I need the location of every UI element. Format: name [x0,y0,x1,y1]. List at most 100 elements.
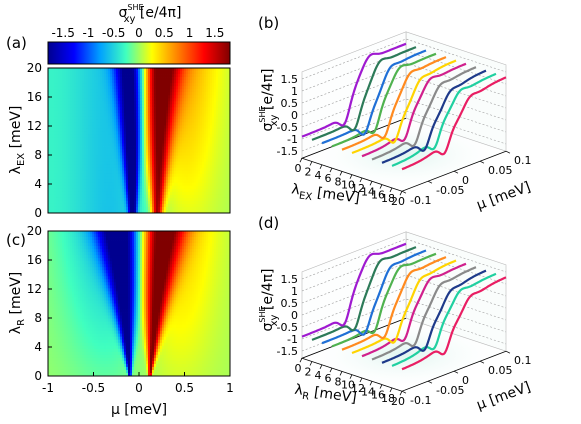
heatmap-cell [62,170,65,175]
heatmap-cell [88,113,91,117]
heatmap-cell [222,131,225,135]
heatmap-cell [188,137,191,141]
heatmap-cell [204,128,207,132]
heatmap-cell [188,246,191,250]
heatmap-cell [218,107,221,111]
heatmap-cell [94,119,97,123]
heatmap-cell [206,131,209,135]
heatmap-cell [164,128,167,132]
heatmap-cell [82,149,85,153]
heatmap-cell [104,146,107,150]
heatmap-cell [94,125,97,129]
heatmap-cell [164,146,167,150]
heatmap-cell [172,125,175,129]
heatmap-cell [80,119,83,123]
heatmap-cell [206,68,209,72]
heatmap-cell [128,188,131,193]
heatmap-cell [110,240,113,244]
heatmap-cell [92,191,95,196]
heatmap-cell [170,140,173,144]
heatmap-cell [148,158,151,163]
heatmap-cell [106,74,109,78]
heatmap-cell [70,131,73,135]
heatmap-cell [164,92,167,96]
heatmap-cell [106,191,109,196]
heatmap-cell [162,95,165,99]
heatmap-cell [212,98,215,102]
heatmap-cell [192,158,195,163]
heatmap-cell [134,191,137,196]
heatmap-cell [82,176,85,181]
heatmap-cell [162,143,165,147]
heatmap-cell [170,104,173,108]
heatmap-cell [190,240,193,244]
heatmap-cell [54,246,57,250]
heatmap-cell [142,167,145,172]
heatmap-cell [186,188,189,193]
heatmap-cell [156,234,159,238]
heatmap-cell [214,110,217,114]
heatmap-cell [226,197,229,202]
heatmap-cell [94,167,97,172]
heatmap-cell [168,237,171,241]
heatmap-cell [202,209,205,214]
heatmap-cell [140,80,143,84]
heatmap-cell [104,185,107,190]
heatmap-cell [212,116,215,120]
heatmap-cell [116,206,119,211]
heatmap-cell [112,83,115,87]
heatmap-cell [130,134,133,138]
heatmap-cell [98,179,101,184]
heatmap-cell [84,140,87,144]
heatmap-cell [190,170,193,175]
heatmap-cell [98,200,101,205]
heatmap-cell [116,234,119,238]
heatmap-cell [182,164,185,169]
heatmap-cell [126,83,129,87]
heatmap-cell [136,170,139,175]
heatmap-cell [190,143,193,147]
heatmap-cell [170,89,173,93]
heatmap-cell [94,191,97,196]
heatmap-cell [150,152,153,156]
heatmap-cell [150,170,153,175]
heatmap-cell [62,176,65,181]
heatmap-cell [120,92,123,96]
heatmap-cell [96,146,99,150]
heatmap-cell [220,137,223,141]
heatmap-cell [180,194,183,199]
heatmap-cell [126,176,129,181]
heatmap-cell [96,110,99,114]
heatmap-cell [88,234,91,238]
heatmap-cell [56,149,59,153]
heatmap-cell [106,249,109,253]
heatmap-cell [50,113,53,117]
heatmap-cell [122,173,125,178]
heatmap-cell [226,119,229,123]
heatmap-cell [150,107,153,111]
heatmap-cell [138,101,141,105]
heatmap-cell [58,83,61,87]
heatmap-cell [218,113,221,117]
heatmap-cell [130,240,133,244]
heatmap-cell [180,113,183,117]
heatmap-cell [182,95,185,99]
heatmap-cell [198,83,201,87]
heatmap-cell [54,231,57,235]
heatmap-cell [88,246,91,250]
heatmap-cell [112,203,115,208]
heatmap-cell [170,74,173,78]
heatmap-cell [128,152,131,156]
heatmap-cell [94,182,97,187]
heatmap-cell [74,194,77,199]
heatmap-cell [174,83,177,87]
heatmap-cell [64,83,67,87]
heatmap-cell [86,161,89,166]
heatmap-cell [224,134,227,138]
heatmap-cell [174,206,177,211]
heatmap-cell [226,89,229,93]
heatmap-cell [60,237,63,241]
heatmap-cell [80,122,83,126]
heatmap-cell [188,107,191,111]
heatmap-cell [134,146,137,150]
